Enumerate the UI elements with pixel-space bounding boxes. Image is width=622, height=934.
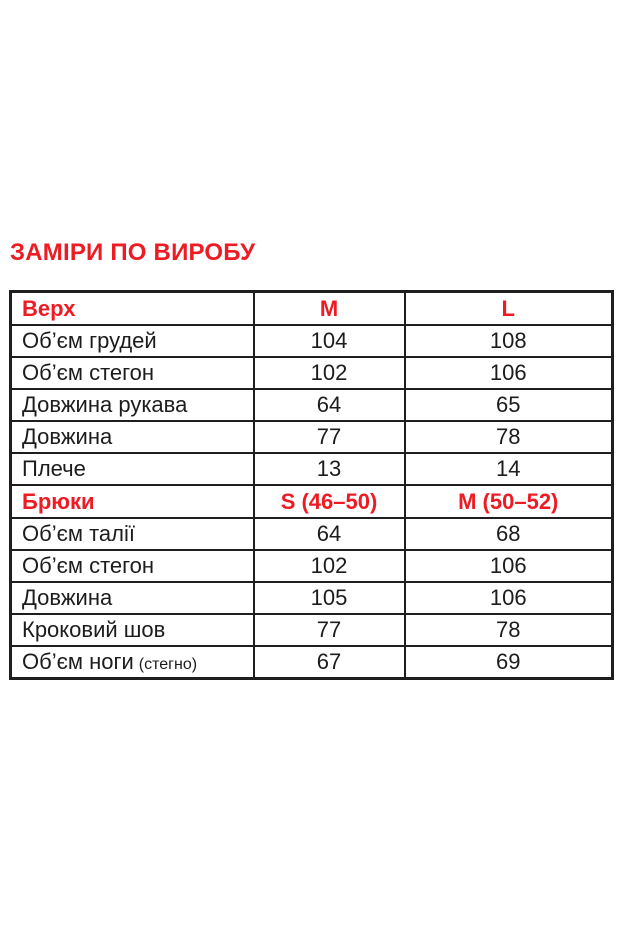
measurement-value-cell: 102 [252,549,406,583]
measurement-value-cell: 78 [403,420,614,454]
measurement-value-cell: 14 [403,452,614,486]
table-section-header-row: Брюки S (46–50) M (50–52) [9,484,614,519]
table-row: Плече 13 14 [9,452,614,486]
measurement-label-cell: Довжина [9,581,255,615]
measurement-value-cell: 104 [252,324,406,358]
measurement-label-note: (стегно) [138,656,198,673]
measurement-value-cell: 78 [403,613,614,647]
measurement-value-cell: 68 [403,517,614,551]
table-row: Об’єм талії 64 68 [9,517,614,551]
measurement-label: Об’єм ноги [22,649,134,674]
measurement-label-cell: Кроковий шов [9,613,255,647]
measurement-label-cell: Об’єм ноги (стегно) [9,645,255,680]
table-row: Об’єм грудей 104 108 [9,324,614,358]
page-title: ЗАМІРИ ПО ВИРОБУ [10,239,256,266]
section-header-cell: Брюки [9,484,255,519]
size-header-cell: M (50–52) [403,484,614,519]
measurement-label-cell: Довжина [9,420,255,454]
measurement-value-cell: 106 [403,549,614,583]
size-header-cell: M [252,290,406,326]
table-row: Кроковий шов 77 78 [9,613,614,647]
measurement-label-cell: Об’єм стегон [9,549,255,583]
table-row: Довжина 77 78 [9,420,614,454]
measurement-value-cell: 77 [252,613,406,647]
measurement-label-cell: Довжина рукава [9,388,255,422]
measurement-value-cell: 64 [252,388,406,422]
measurement-value-cell: 67 [252,645,406,680]
size-header-cell: L [403,290,614,326]
measurement-value-cell: 108 [403,324,614,358]
table-section-header-row: Верх M L [9,290,614,326]
section-header-cell: Верх [9,290,255,326]
measurement-value-cell: 102 [252,356,406,390]
measurement-label-cell: Плече [9,452,255,486]
measurement-label-cell: Об’єм стегон [9,356,255,390]
measurement-label-cell: Об’єм талії [9,517,255,551]
measurement-value-cell: 105 [252,581,406,615]
table-row: Об’єм стегон 102 106 [9,356,614,390]
measurement-value-cell: 65 [403,388,614,422]
table-row: Об’єм стегон 102 106 [9,549,614,583]
measurement-value-cell: 13 [252,452,406,486]
measurement-value-cell: 106 [403,581,614,615]
table-row: Довжина рукава 64 65 [9,388,614,422]
measurement-label-cell: Об’єм грудей [9,324,255,358]
size-header-cell: S (46–50) [252,484,406,519]
table-row: Довжина 105 106 [9,581,614,615]
table-row: Об’єм ноги (стегно) 67 69 [9,645,614,680]
measurement-value-cell: 69 [403,645,614,680]
measurement-value-cell: 106 [403,356,614,390]
size-chart-table: Верх M L Об’єм грудей 104 108 Об’єм стег… [9,290,614,680]
measurement-value-cell: 64 [252,517,406,551]
measurement-value-cell: 77 [252,420,406,454]
